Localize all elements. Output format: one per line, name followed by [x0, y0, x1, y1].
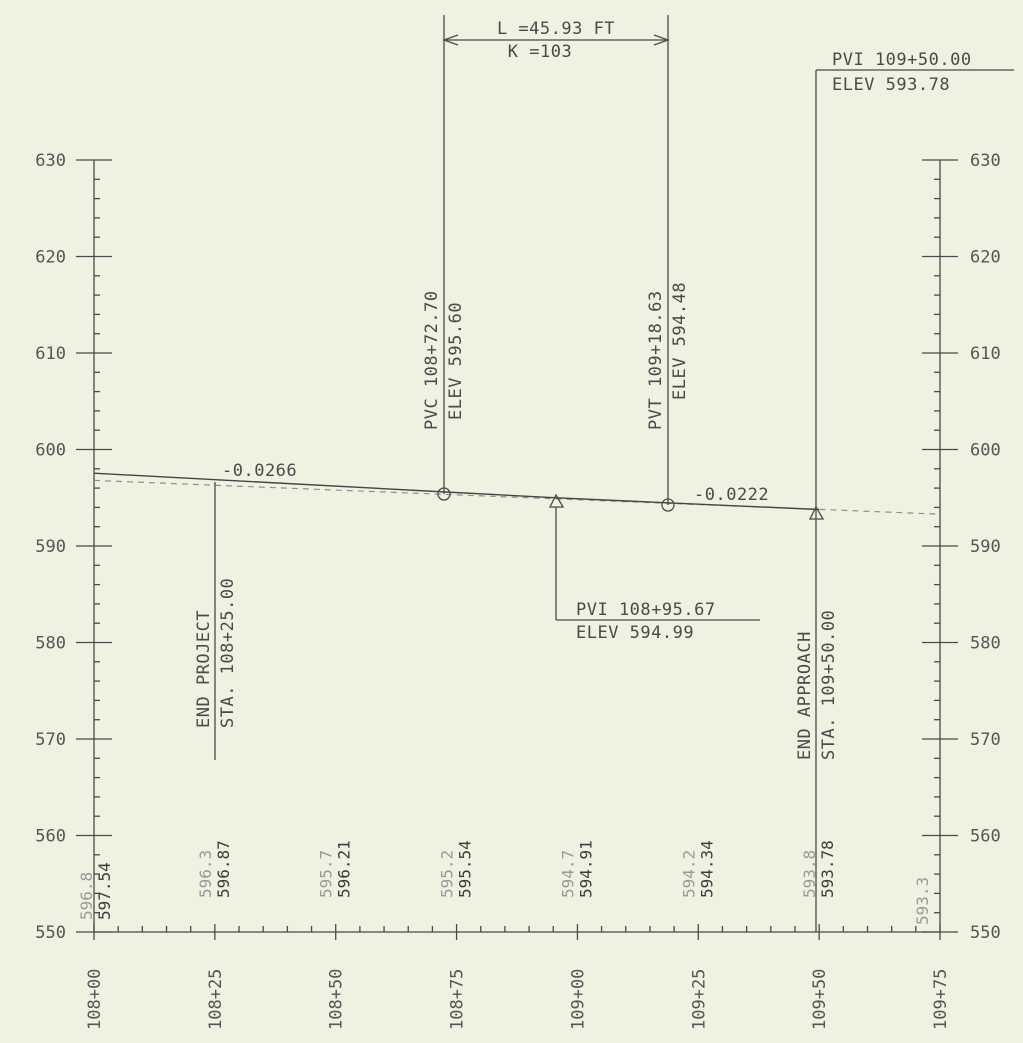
pvi2-station-label: PVI 109+50.00: [832, 50, 972, 70]
proposed-elev-label: 594.91: [576, 840, 595, 898]
y-tick-label-left: 550: [35, 923, 66, 943]
existing-elev-label: 595.2: [438, 850, 457, 898]
end-project-label: END PROJECT: [194, 610, 214, 728]
existing-elev-label: 593.3: [913, 877, 932, 925]
existing-elev-label: 595.7: [317, 850, 336, 898]
x-tick-label: 109+75: [931, 969, 951, 1030]
existing-elev-label: 596.8: [77, 872, 96, 920]
proposed-elev-label: 595.54: [456, 840, 475, 898]
pvt-elev-label: ELEV 594.48: [670, 282, 690, 400]
existing-elev-label: 596.3: [196, 850, 215, 898]
proposed-elev-label: 596.21: [335, 840, 354, 898]
y-tick-label-right: 560: [970, 827, 1001, 847]
y-tick-label-right: 550: [970, 923, 1001, 943]
y-tick-label-left: 580: [35, 634, 66, 654]
pvi1-marker: [548, 493, 565, 508]
y-tick-label-right: 620: [970, 248, 1001, 268]
y-tick-label-right: 590: [970, 537, 1001, 557]
pvi1-station-label: PVI 108+95.67: [576, 600, 716, 620]
y-tick-label-right: 580: [970, 634, 1001, 654]
grade-label-1: -0.0266: [222, 461, 297, 481]
x-tick-labels: 108+00 108+25 108+50 108+75 109+00 109+25 109+…: [85, 969, 951, 1030]
existing-elev-label: 593.8: [800, 850, 819, 898]
x-tick-label: 108+25: [206, 969, 226, 1030]
y-tick-label-left: 590: [35, 537, 66, 557]
grade-label-2: -0.0222: [694, 485, 769, 505]
dimension-arrow-right: [653, 34, 670, 46]
existing-elev-label: 594.7: [558, 850, 577, 898]
x-tick-label: 109+25: [689, 969, 709, 1030]
proposed-elev-label: 594.34: [697, 840, 716, 898]
y-tick-label-left: 630: [35, 151, 66, 171]
y-tick-label-left: 600: [35, 441, 66, 461]
elevation-labels: 596.8 596.3 595.7 595.2 594.7 594.2 593.8 593.3…: [77, 840, 932, 925]
y-tick-label-right: 570: [970, 730, 1001, 750]
pvt-marker: [661, 498, 675, 512]
y-tick-label-right: 610: [970, 344, 1001, 364]
x-tick-label: 108+75: [448, 969, 468, 1030]
curve-k-label: K =103: [508, 42, 572, 62]
x-tick-label: 109+50: [810, 969, 830, 1030]
dimension-arrow-left: [442, 34, 459, 46]
pvc-station-label: PVC 108+72.70: [422, 290, 442, 430]
end-approach-label: END APPROACH: [795, 631, 815, 760]
pvc-elev-label: ELEV 595.60: [446, 302, 466, 420]
y-tick-labels: 550 550 560 560 570 570 580 580 590 590 600 600 610 6…: [35, 151, 1000, 943]
pvi2-elev-label: ELEV 593.78: [832, 75, 950, 95]
pvi1-elev-label: ELEV 594.99: [576, 623, 694, 643]
proposed-elev-label: 597.54: [95, 862, 114, 920]
proposed-grade-line: [93, 472, 820, 511]
x-tick-label: 109+00: [568, 969, 588, 1030]
y-tick-label-left: 620: [35, 248, 66, 268]
x-tick-label: 108+50: [327, 969, 347, 1030]
y-tick-label-right: 600: [970, 441, 1001, 461]
proposed-elev-label: 593.78: [818, 840, 837, 898]
x-tick-label: 108+00: [85, 969, 105, 1030]
existing-elev-label: 594.2: [679, 850, 698, 898]
y-tick-label-left: 570: [35, 730, 66, 750]
curve-length-label: L =45.93 FT: [497, 19, 615, 39]
y-tick-label-left: 560: [35, 827, 66, 847]
pvt-station-label: PVT 109+18.63: [646, 290, 666, 430]
pvc-marker: [437, 487, 451, 501]
end-approach-station-label: STA. 109+50.00: [819, 610, 839, 760]
minor-ticks: [76, 159, 958, 940]
proposed-elev-label: 596.87: [214, 840, 233, 898]
end-project-station-label: STA. 108+25.00: [218, 578, 238, 728]
y-tick-label-right: 630: [970, 151, 1001, 171]
y-tick-label-left: 610: [35, 344, 66, 364]
